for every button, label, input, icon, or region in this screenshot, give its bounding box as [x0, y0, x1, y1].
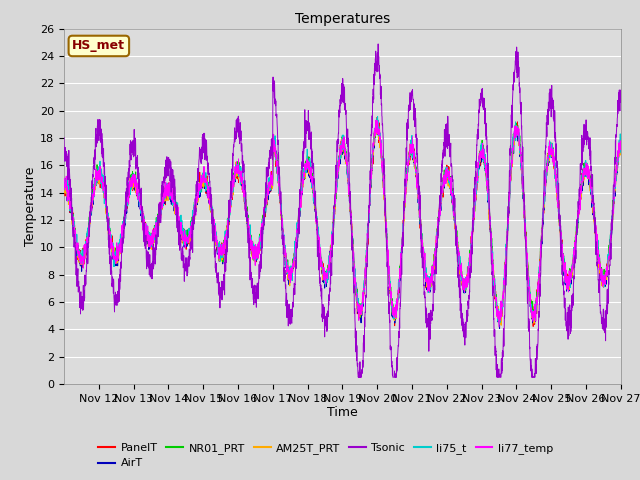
Title: Temperatures: Temperatures [295, 12, 390, 26]
Text: HS_met: HS_met [72, 39, 125, 52]
Legend: PanelT, AirT, NR01_PRT, AM25T_PRT, Tsonic, li75_t, li77_temp: PanelT, AirT, NR01_PRT, AM25T_PRT, Tsoni… [99, 443, 553, 468]
X-axis label: Time: Time [327, 407, 358, 420]
Y-axis label: Temperature: Temperature [24, 167, 37, 246]
